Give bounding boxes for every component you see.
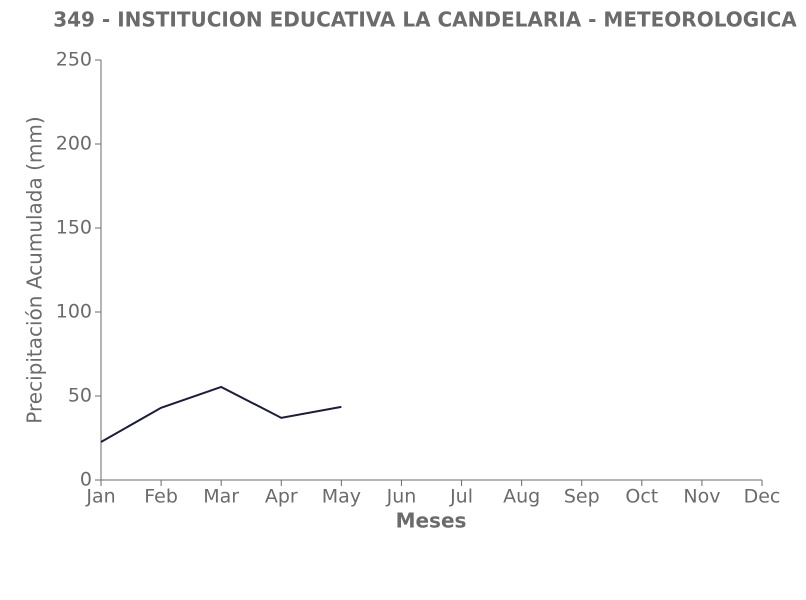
y-tick-label: 200 [56,133,92,155]
x-tick-label: Dec [744,486,781,508]
x-tick-label: Mar [203,486,239,508]
x-tick-label: Sep [564,486,600,508]
chart-title: 349 - INSTITUCION EDUCATIVA LA CANDELARI… [53,8,797,32]
y-tick-label: 0 [80,469,92,491]
line-series [100,385,342,443]
x-tick-label: Nov [683,486,720,508]
x-tick-label: Jan [85,486,115,508]
x-tick-label: Oct [625,486,658,508]
y-tick-label: 150 [56,217,92,239]
x-tick-label: Jul [449,486,473,508]
x-axis-label: Meses [396,509,467,533]
x-tick-label: Apr [265,486,298,508]
y-axis-label: Precipitación Acumulada (mm) [23,116,47,423]
y-tick-label: 250 [56,49,92,71]
y-tick-label: 50 [68,385,92,407]
y-tick-label: 100 [56,301,92,323]
x-tick-label: Aug [503,486,540,508]
x-tick-label: May [322,486,361,508]
x-tick-label: Jun [386,486,417,508]
x-tick-label: Feb [144,486,178,508]
